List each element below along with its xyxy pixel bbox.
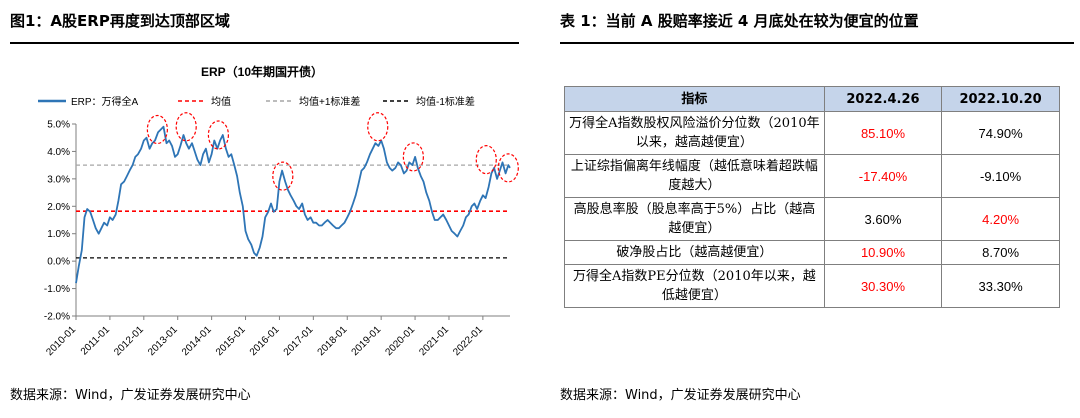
value-2022-04-26: 10.90% bbox=[823, 240, 943, 265]
chart-title: ERP（10年期国开债） bbox=[201, 64, 323, 79]
figure-source: 数据来源：Wind，广发证券发展研究中心 bbox=[10, 388, 251, 403]
heading-rule bbox=[560, 42, 1074, 44]
value-2022-10-20: 33.30% bbox=[941, 264, 1060, 308]
erp-line-chart: ERP（10年期国开债） ERP：万得全A 均值 均值+1标准差 均值-1标准差 -2… bbox=[38, 64, 519, 358]
peak-circle bbox=[367, 112, 389, 142]
column-header: 指标 bbox=[564, 86, 825, 112]
indicator-label: 破净股占比（越高越便宜） bbox=[564, 240, 825, 265]
x-tick-label: 2021-01 bbox=[417, 324, 451, 358]
peak-circle bbox=[175, 112, 197, 142]
indicator-table-wrap: 指标 2022.4.26 2022.10.20 万得全A指数股权风险溢价分位数（… bbox=[564, 86, 1060, 308]
indicator-table: 指标 2022.4.26 2022.10.20 万得全A指数股权风险溢价分位数（… bbox=[564, 86, 1060, 308]
legend-label: 均值+1标准差 bbox=[299, 95, 360, 108]
erp-line bbox=[75, 125, 511, 284]
legend-label: 均值-1标准差 bbox=[416, 95, 475, 108]
value-2022-04-26: 30.30% bbox=[823, 264, 943, 308]
y-tick-label: 1.0% bbox=[47, 229, 70, 240]
legend-label: 均值 bbox=[211, 95, 231, 108]
table-row: 破净股占比（越高越便宜） 10.90% 8.70% bbox=[564, 240, 1060, 265]
chart-axes: -2.0% -1.0% 0.0% 1.0% 2.0% 3.0% 4.0% 5.0% 2010-0… bbox=[44, 120, 510, 358]
table-row: 万得全A指数股权风险溢价分位数（2010年以来，越高越便宜） 85.10% 74… bbox=[564, 111, 1060, 155]
x-tick-label: 2015-01 bbox=[214, 324, 248, 358]
x-tick-label: 2020-01 bbox=[383, 324, 417, 358]
table-heading: 表 1：当前 A 股赔率接近 4 月底处在较为便宜的位置 bbox=[560, 12, 919, 30]
peak-circle bbox=[207, 120, 230, 150]
x-tick-label: 2012-01 bbox=[112, 324, 146, 358]
value-2022-04-26: 3.60% bbox=[823, 197, 943, 241]
peak-circle bbox=[497, 153, 519, 183]
y-tick-label: 0.0% bbox=[47, 257, 70, 268]
y-tick-label: 4.0% bbox=[47, 147, 70, 158]
table-row: 高股息率股（股息率高于5%）占比（越高越便宜） 3.60% 4.20% bbox=[564, 197, 1060, 241]
column-header: 2022.4.26 bbox=[823, 86, 943, 112]
x-tick-label: 2010-01 bbox=[44, 324, 78, 358]
peak-circle bbox=[475, 145, 497, 175]
erp-series bbox=[75, 125, 511, 284]
value-2022-10-20: 8.70% bbox=[941, 240, 1060, 265]
y-tick-label: 3.0% bbox=[47, 174, 70, 185]
value-2022-04-26: -17.40% bbox=[823, 154, 943, 198]
column-header: 2022.10.20 bbox=[941, 86, 1060, 112]
peak-annotations bbox=[146, 112, 519, 191]
table-panel: 表 1：当前 A 股赔率接近 4 月底处在较为便宜的位置 指标 2022.4.2… bbox=[550, 0, 1080, 418]
x-tick-label: 2022-01 bbox=[451, 324, 485, 358]
table-row: 上证综指偏离年线幅度（越低意味着超跌幅度越大） -17.40% -9.10% bbox=[564, 154, 1060, 198]
x-tick-label: 2013-01 bbox=[146, 324, 180, 358]
x-tick-label: 2014-01 bbox=[180, 324, 214, 358]
peak-circle bbox=[146, 114, 168, 145]
value-2022-04-26: 85.10% bbox=[823, 111, 943, 155]
table-source: 数据来源：Wind，广发证券发展研究中心 bbox=[560, 388, 801, 403]
x-tick-label: 2017-01 bbox=[282, 324, 316, 358]
value-2022-10-20: 4.20% bbox=[941, 197, 1060, 241]
y-tick-label: -1.0% bbox=[44, 284, 70, 295]
chart-panel: 图1：A股ERP再度到达顶部区域 ERP（10年期国开债） ERP：万得全A 均值… bbox=[0, 0, 525, 418]
indicator-label: 上证综指偏离年线幅度（越低意味着超跌幅度越大） bbox=[564, 154, 825, 198]
figure-heading: 图1：A股ERP再度到达顶部区域 bbox=[10, 12, 230, 30]
y-tick-label: -2.0% bbox=[44, 312, 70, 323]
value-2022-10-20: 74.90% bbox=[941, 111, 1060, 155]
chart-legend: ERP：万得全A 均值 均值+1标准差 均值-1标准差 bbox=[38, 95, 475, 108]
legend-label: ERP：万得全A bbox=[71, 95, 139, 108]
indicator-label: 万得全A指数股权风险溢价分位数（2010年以来，越高越便宜） bbox=[564, 111, 825, 155]
indicator-label: 高股息率股（股息率高于5%）占比（越高越便宜） bbox=[564, 197, 825, 241]
heading-rule bbox=[10, 42, 519, 44]
table-row: 万得全A指数PE分位数（2010年以来，越低越便宜） 30.30% 33.30% bbox=[564, 264, 1060, 308]
table-header-row: 指标 2022.4.26 2022.10.20 bbox=[564, 86, 1060, 112]
x-tick-label: 2019-01 bbox=[350, 324, 384, 358]
peak-circle bbox=[402, 142, 424, 172]
y-tick-label: 5.0% bbox=[47, 120, 70, 131]
y-tick-label: 2.0% bbox=[47, 202, 70, 213]
peak-circle bbox=[272, 161, 294, 191]
x-tick-label: 2018-01 bbox=[316, 324, 350, 358]
reference-lines bbox=[76, 164, 510, 259]
x-tick-label: 2016-01 bbox=[248, 324, 282, 358]
value-2022-10-20: -9.10% bbox=[941, 154, 1060, 198]
x-tick-label: 2011-01 bbox=[79, 324, 113, 358]
indicator-label: 万得全A指数PE分位数（2010年以来，越低越便宜） bbox=[564, 264, 825, 308]
